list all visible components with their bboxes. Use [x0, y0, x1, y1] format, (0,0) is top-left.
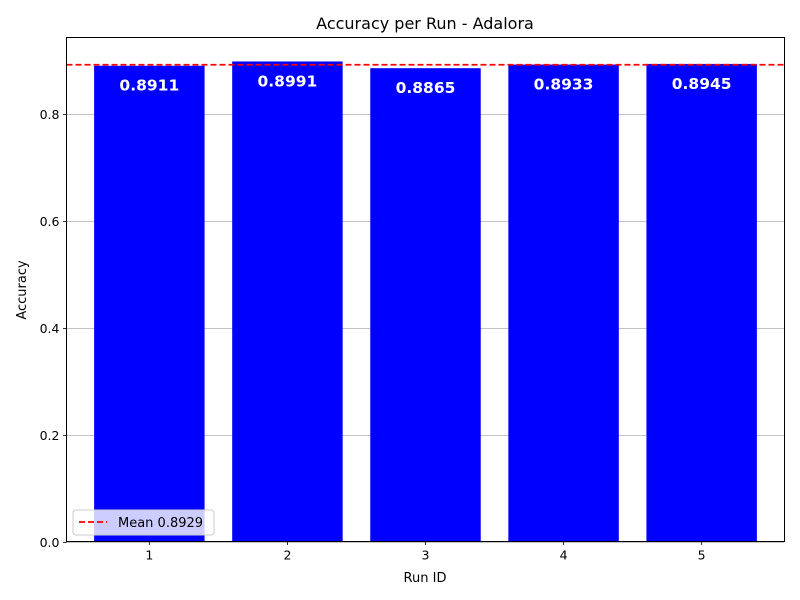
- chart-title: Accuracy per Run - Adalora: [316, 14, 534, 33]
- bar-value-label: 0.8945: [672, 75, 732, 93]
- bar-run-3: [370, 68, 481, 542]
- x-tick-label: 1: [145, 548, 153, 563]
- y-axis-ticks: 0.0 0.2 0.4 0.6 0.8: [40, 107, 67, 550]
- bar-value-label: 0.8933: [534, 76, 594, 94]
- x-tick-label: 4: [560, 548, 568, 563]
- y-tick-label: 0.0: [40, 535, 60, 550]
- y-tick-label: 0.4: [40, 321, 60, 336]
- legend-box: [72, 509, 215, 536]
- bar-value-labels: 0.8911 0.8991 0.8865 0.8933 0.8945: [119, 72, 731, 97]
- legend: Mean 0.8929: [72, 509, 215, 536]
- y-tick-label: 0.2: [40, 428, 60, 443]
- y-tick-label: 0.6: [40, 214, 60, 229]
- legend-mean-label: Mean 0.8929: [118, 516, 203, 531]
- bar-run-5: [646, 63, 757, 542]
- bar-value-label: 0.8911: [119, 77, 179, 95]
- bar-run-2: [232, 61, 343, 542]
- y-tick-label: 0.8: [40, 107, 60, 122]
- x-tick-label: 2: [283, 548, 291, 563]
- x-tick-label: 5: [698, 548, 706, 563]
- bars: [94, 61, 757, 542]
- y-axis-label: Accuracy: [15, 260, 30, 320]
- bar-run-1: [94, 65, 205, 542]
- x-axis-ticks: 1 2 3 4 5: [145, 541, 706, 563]
- bar-value-label: 0.8865: [396, 79, 456, 97]
- bar-run-4: [508, 64, 619, 542]
- x-tick-label: 3: [422, 548, 430, 563]
- x-axis-label: Run ID: [404, 571, 447, 586]
- bar-value-label: 0.8991: [258, 72, 318, 90]
